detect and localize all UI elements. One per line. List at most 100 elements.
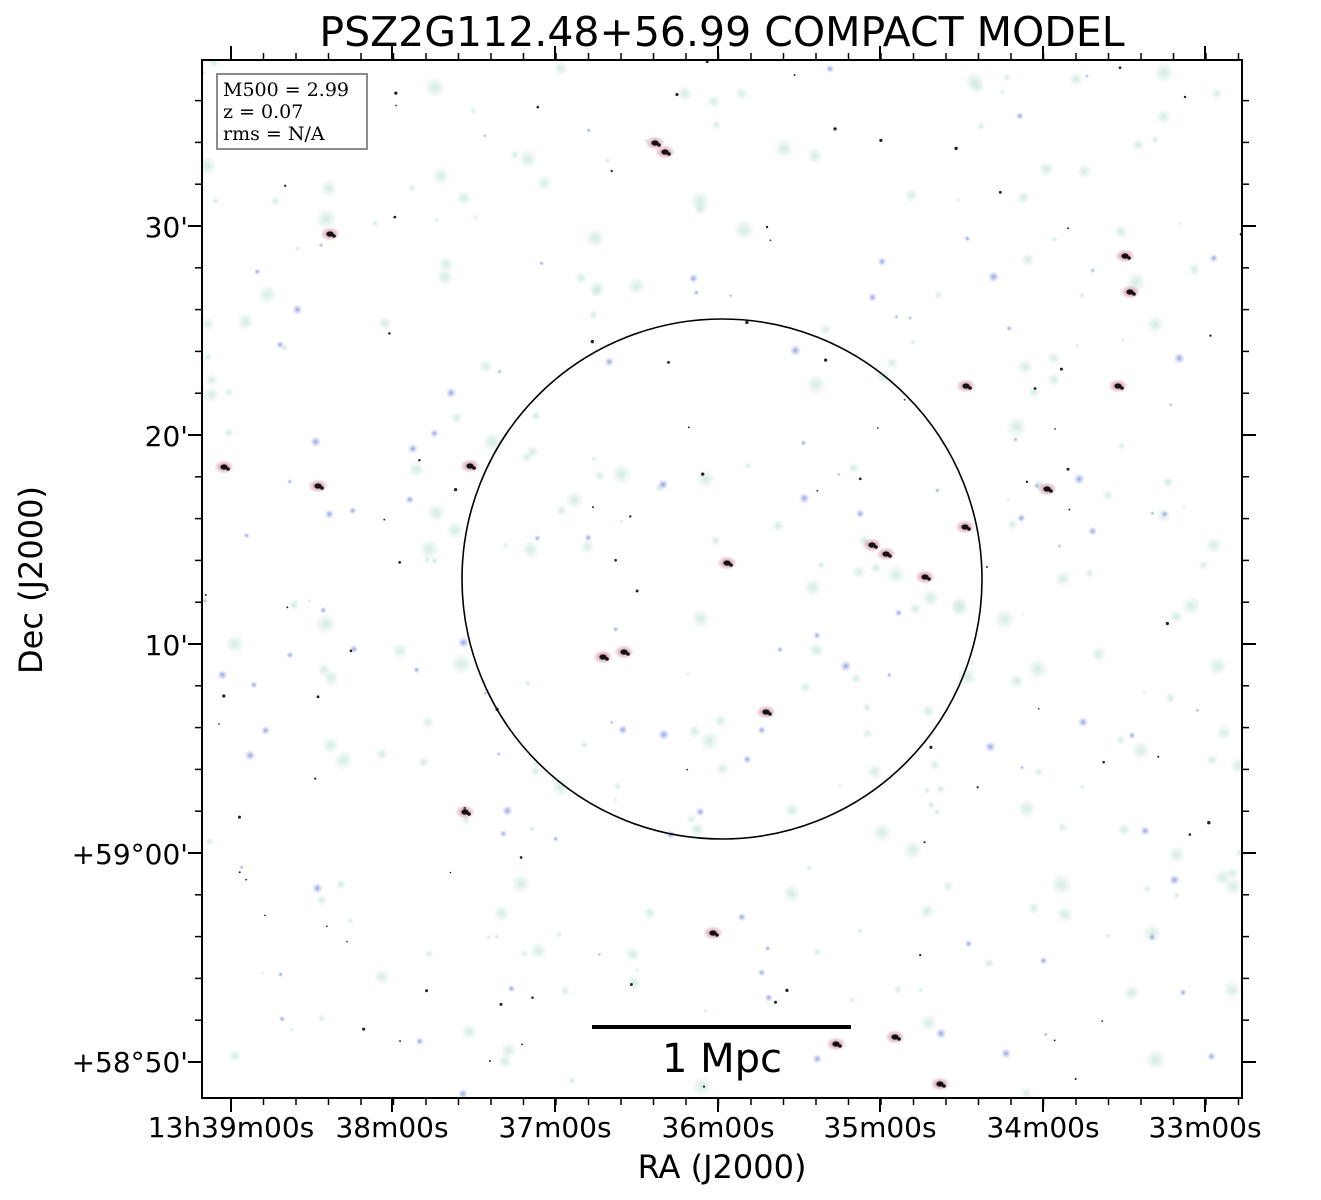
faint-source — [783, 802, 801, 819]
y-tick-label: +58°50' — [72, 1046, 188, 1079]
faint-source — [1056, 905, 1074, 924]
x-tick-label: 33m00s — [1148, 1111, 1261, 1144]
faint-source — [588, 309, 599, 320]
faint-source — [699, 730, 720, 751]
x-tick-label: 35m00s — [823, 1111, 936, 1144]
point-source — [687, 426, 690, 429]
faint-source — [225, 634, 245, 654]
faint-source — [799, 681, 812, 694]
faint-source — [1181, 595, 1202, 616]
faint-source — [322, 669, 340, 687]
faint-source — [744, 462, 752, 470]
bright-source-core — [882, 551, 890, 557]
faint-source — [707, 94, 721, 109]
faint-source — [482, 431, 503, 453]
faint-source — [908, 602, 922, 616]
faint-source — [1115, 734, 1126, 746]
bright-source-core — [1043, 486, 1051, 492]
faint-source — [373, 968, 390, 986]
bright-source-core — [709, 930, 717, 936]
faint-source — [837, 783, 843, 789]
faint-source — [904, 188, 919, 203]
faint-source — [202, 317, 215, 331]
faint-source — [1153, 61, 1175, 84]
faint-source — [202, 155, 218, 177]
faint-source — [580, 539, 595, 554]
faint-source — [696, 469, 715, 489]
radio-source — [1019, 765, 1025, 770]
faint-source — [288, 1026, 295, 1033]
radio-source — [1077, 716, 1089, 728]
faint-source — [307, 598, 312, 604]
x-tick-label: 13h39m00s — [148, 1111, 315, 1144]
point-source — [675, 92, 679, 97]
faint-source — [424, 76, 446, 99]
faint-source — [555, 930, 563, 938]
faint-source — [1178, 221, 1183, 226]
radio-source — [893, 314, 899, 320]
faint-source — [377, 316, 392, 331]
radio-source — [742, 754, 752, 764]
point-source — [903, 398, 906, 401]
faint-source — [691, 1075, 713, 1098]
faint-source — [919, 1013, 938, 1032]
faint-source — [1205, 536, 1223, 555]
faint-source — [1034, 767, 1044, 777]
faint-source — [1046, 372, 1061, 387]
faint-source — [604, 157, 611, 164]
info-redshift: z = 0.07 — [223, 101, 303, 123]
faint-source — [529, 941, 548, 960]
radio-source — [798, 492, 811, 504]
radio-source — [507, 984, 516, 993]
point-source — [1118, 66, 1122, 70]
point-source — [1101, 1020, 1104, 1022]
faint-source — [530, 410, 542, 422]
faint-source — [1002, 72, 1012, 82]
radio-source — [239, 864, 245, 870]
faint-source — [1008, 673, 1025, 689]
point-source — [919, 953, 922, 957]
faint-source — [812, 947, 822, 958]
bright-source-core — [962, 383, 970, 389]
radio-source — [987, 270, 1000, 283]
faint-source — [902, 840, 923, 861]
radio-source — [217, 669, 228, 681]
radio-source — [688, 273, 699, 284]
radio-source — [612, 626, 619, 633]
point-source — [286, 606, 289, 609]
faint-source — [574, 271, 588, 285]
faint-source — [521, 540, 540, 559]
point-source — [314, 777, 317, 780]
faint-source — [1027, 657, 1049, 680]
faint-source — [713, 713, 728, 729]
faint-source — [493, 933, 500, 940]
bright-source-knot — [1049, 489, 1053, 493]
radio-source — [693, 289, 700, 296]
faint-source — [1020, 1086, 1033, 1098]
radio-source — [907, 315, 913, 321]
point-source — [976, 786, 979, 789]
faint-source — [642, 906, 657, 921]
bright-source-knot — [605, 657, 609, 661]
faint-source — [579, 740, 589, 750]
faint-source — [593, 469, 606, 482]
point-source — [785, 988, 789, 993]
point-source — [1054, 428, 1056, 430]
faint-source — [919, 903, 936, 920]
faint-source — [862, 702, 872, 713]
faint-source — [676, 85, 693, 102]
bright-source-core — [921, 574, 929, 580]
radio-source — [737, 912, 747, 922]
faint-source — [934, 290, 944, 300]
faint-source — [782, 883, 802, 904]
bright-source-knot — [897, 1037, 901, 1041]
radio-source — [1088, 526, 1098, 536]
faint-source — [207, 60, 221, 69]
radio-source — [501, 805, 513, 817]
point-source — [1188, 833, 1192, 836]
radio-source — [1057, 543, 1062, 549]
faint-source — [407, 460, 425, 478]
faint-source — [1027, 902, 1040, 915]
bright-source-core — [1114, 383, 1122, 389]
faint-source — [315, 894, 328, 906]
